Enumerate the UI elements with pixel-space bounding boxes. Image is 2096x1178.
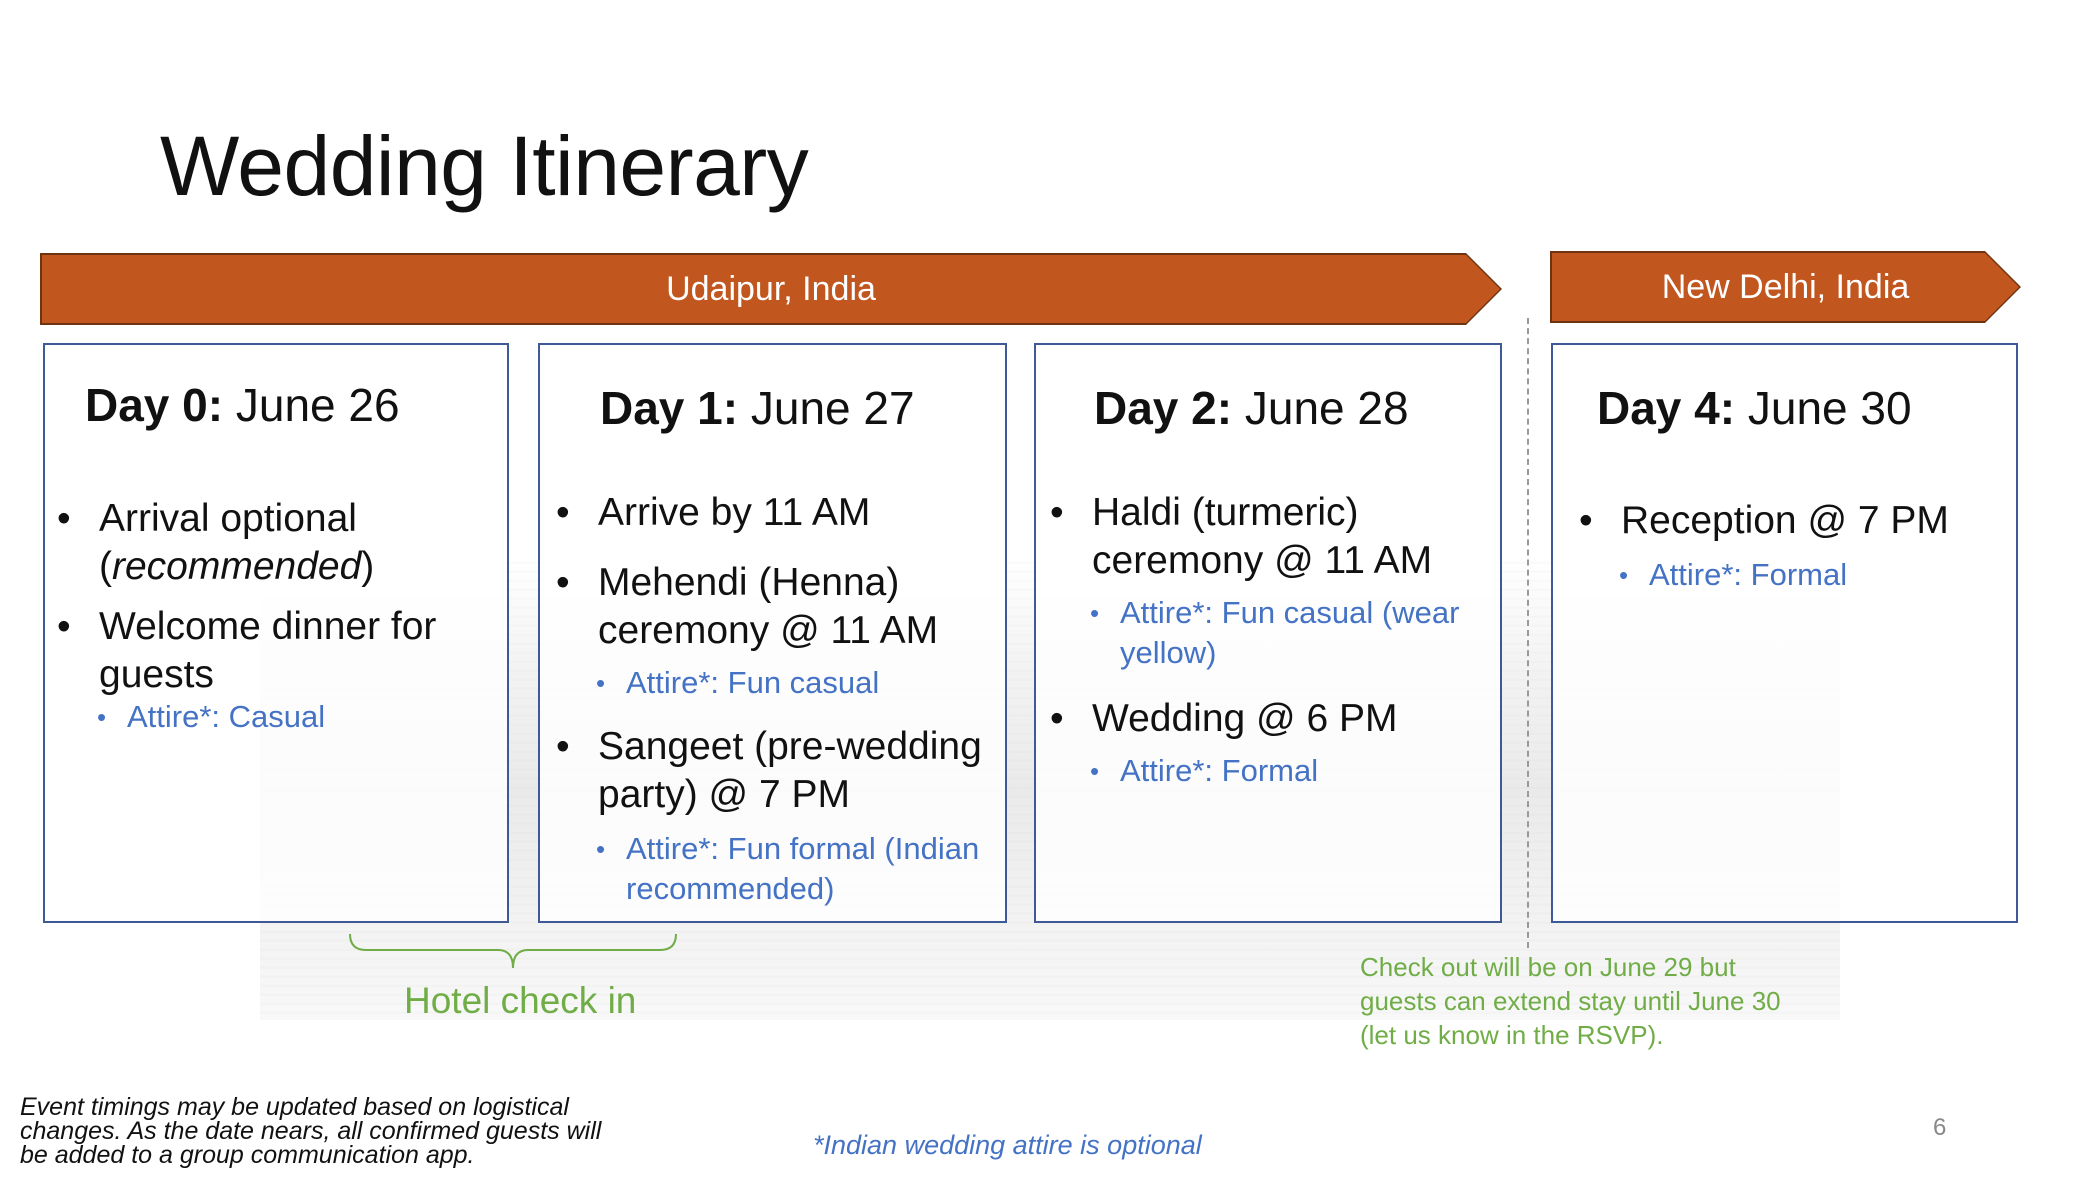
item-text-paren-open: (: [99, 545, 112, 588]
day-heading: Day 1: June 27: [600, 381, 915, 435]
day-card-4: Day 4: June 30 Reception @ 7 PM Attire*:…: [1551, 343, 2018, 923]
item-text-italic: recommended: [112, 545, 362, 588]
item-text: Arrive by 11 AM: [598, 491, 871, 534]
item-text: Wedding @ 6 PM: [1092, 697, 1398, 740]
attire-note: Attire*: Formal: [1090, 751, 1520, 791]
attire-text: Attire*: Formal: [1649, 557, 1848, 592]
list-item: Mehendi (Henna) ceremony @ 11 AM: [556, 559, 1008, 655]
day-label: Day 1:: [600, 382, 739, 434]
item-text: Arrival optional: [99, 497, 357, 540]
attire-note: Attire*: Formal: [1619, 555, 2029, 595]
item-text: Welcome dinner for guests: [99, 605, 437, 696]
day-label: Day 2:: [1094, 382, 1233, 434]
day-date: June 30: [1747, 382, 1912, 434]
hotel-check-in-brace: [349, 933, 677, 969]
item-text: Haldi (turmeric) ceremony @ 11 AM: [1092, 491, 1433, 582]
attire-note: Attire*: Fun formal (Indian recommended): [596, 829, 1026, 909]
day-label: Day 4:: [1597, 382, 1736, 434]
udaipur-banner: Udaipur, India: [42, 255, 1500, 323]
item-text-paren-close: ): [361, 545, 375, 588]
day-label: Day 0:: [85, 379, 224, 431]
list-item: Sangeet (pre-wedding party) @ 7 PM: [556, 723, 1018, 819]
list-item: Arrival optional (recommended): [57, 495, 509, 591]
list-item: Reception @ 7 PM: [1579, 497, 2041, 545]
new-delhi-banner-label: New Delhi, India: [1661, 267, 1910, 306]
day-card-0: Day 0: June 26 Arrival optional (recomme…: [43, 343, 509, 923]
day-date: June 27: [750, 382, 915, 434]
attire-footnote: *Indian wedding attire is optional: [813, 1130, 1202, 1160]
attire-text: Attire*: Casual: [127, 699, 326, 734]
page-title: Wedding Itinerary: [160, 119, 809, 213]
item-text: Reception @ 7 PM: [1621, 499, 1949, 542]
attire-note: Attire*: Fun casual: [596, 663, 1026, 703]
new-delhi-banner: New Delhi, India: [1552, 253, 2019, 321]
day-card-2: Day 2: June 28 Haldi (turmeric) ceremony…: [1034, 343, 1502, 923]
timing-disclaimer: Event timings may be updated based on lo…: [20, 1093, 602, 1169]
attire-text: Attire*: Fun formal (Indian recommended): [626, 831, 980, 906]
list-item: Welcome dinner for guests: [57, 603, 509, 699]
day-date: June 26: [235, 379, 400, 431]
location-divider: [1527, 318, 1529, 948]
attire-note: Attire*: Fun casual (wear yellow): [1090, 593, 1520, 673]
item-text: Sangeet (pre-wedding party) @ 7 PM: [598, 725, 982, 816]
checkout-note: Check out will be on June 29 but guests …: [1360, 952, 1781, 1050]
attire-note: Attire*: Casual: [97, 697, 507, 737]
hotel-check-in-label: Hotel check in: [404, 980, 637, 1021]
list-item: Arrive by 11 AM: [556, 489, 1018, 537]
page-number: 6: [1933, 1114, 1947, 1141]
day-heading: Day 0: June 26: [85, 378, 400, 432]
attire-text: Attire*: Formal: [1120, 753, 1319, 788]
day-heading: Day 2: June 28: [1094, 381, 1409, 435]
udaipur-banner-label: Udaipur, India: [666, 269, 876, 308]
day-heading: Day 4: June 30: [1597, 381, 1912, 435]
list-item: Wedding @ 6 PM: [1050, 695, 1512, 743]
day-date: June 28: [1244, 382, 1409, 434]
attire-text: Attire*: Fun casual: [626, 665, 880, 700]
attire-text: Attire*: Fun casual (wear yellow): [1120, 595, 1460, 670]
item-text: Mehendi (Henna) ceremony @ 11 AM: [598, 561, 939, 652]
day-card-1: Day 1: June 27 Arrive by 11 AM Mehendi (…: [538, 343, 1007, 923]
list-item: Haldi (turmeric) ceremony @ 11 AM: [1050, 489, 1492, 585]
